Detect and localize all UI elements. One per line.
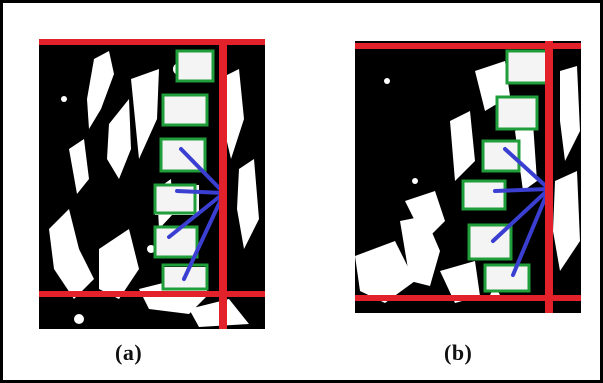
reference-lines bbox=[355, 41, 581, 313]
angle-vectors bbox=[491, 147, 551, 277]
tissue-texture bbox=[355, 61, 580, 303]
vertebra-boxes bbox=[461, 49, 549, 293]
panel-a-caption: (a) bbox=[115, 340, 143, 365]
panel-b-image bbox=[355, 41, 581, 313]
panel-a-image bbox=[39, 39, 265, 329]
panel-b-caption: (b) bbox=[444, 340, 473, 365]
angle-vectors bbox=[167, 147, 226, 281]
vertebra-boxes bbox=[153, 49, 215, 291]
reference-lines bbox=[39, 39, 265, 329]
vertebra-bodies bbox=[463, 51, 547, 291]
